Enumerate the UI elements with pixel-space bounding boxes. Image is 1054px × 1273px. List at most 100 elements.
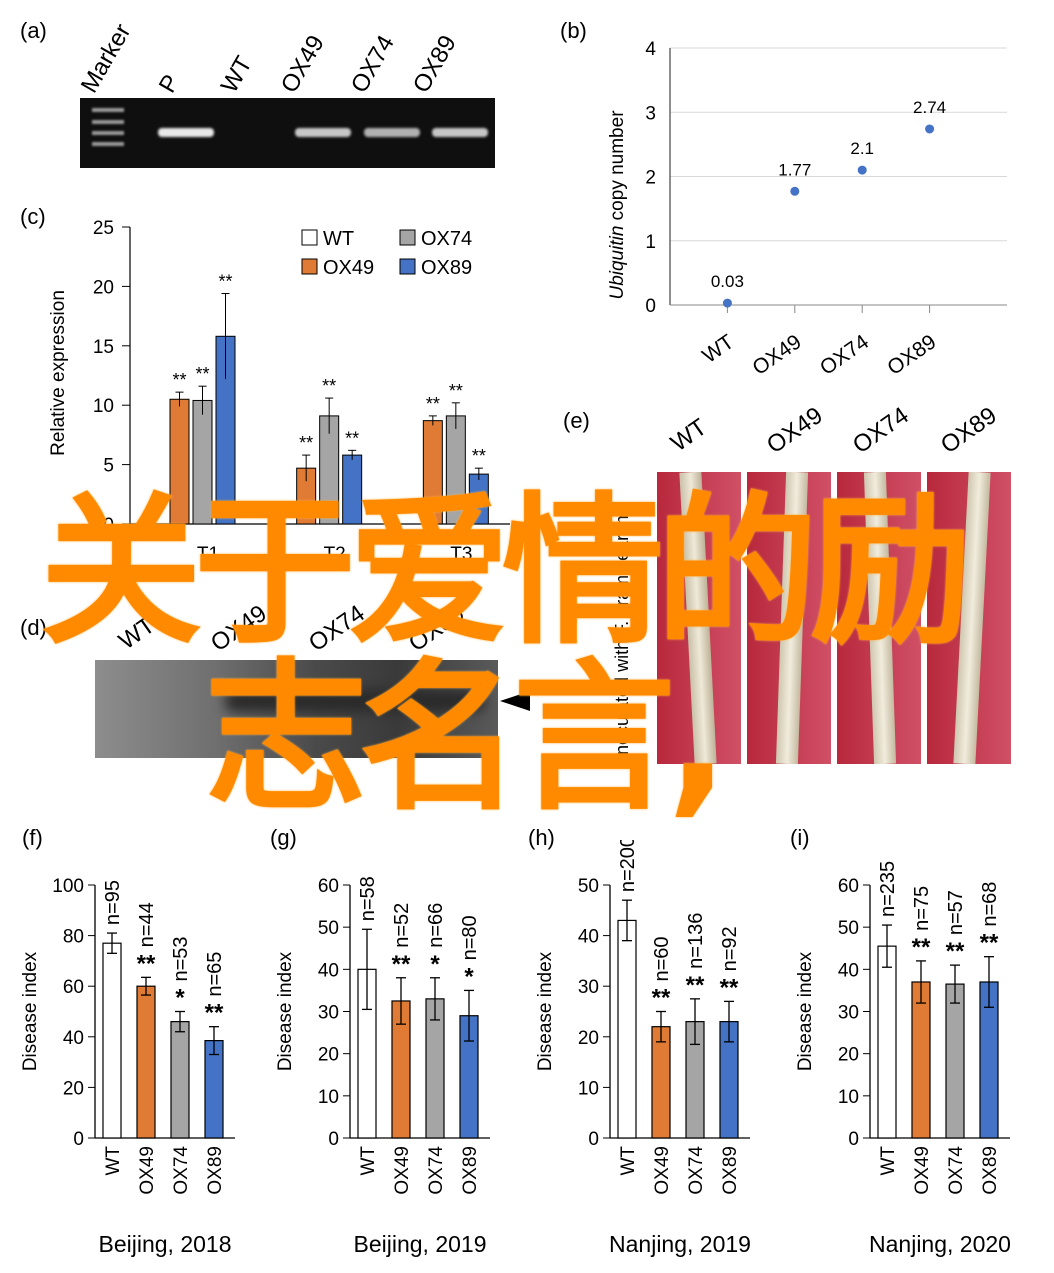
- gel-a-lane-marker: Marker: [75, 19, 137, 98]
- gel-a-lane-ox49: OX49: [275, 30, 330, 98]
- significance-label: *: [430, 951, 440, 978]
- y-tick-label: 15: [93, 337, 114, 358]
- n-label: n=65: [204, 952, 226, 997]
- panel-i-label: (i): [790, 825, 810, 850]
- significance-label: *: [464, 963, 474, 990]
- blot-band: [225, 690, 485, 712]
- group-label: T1: [197, 544, 219, 565]
- panel-e-label: (e): [563, 408, 590, 433]
- y-tick-label: 1: [645, 232, 656, 253]
- y-tick-label: 50: [578, 876, 599, 897]
- y-tick-label: 30: [838, 1003, 859, 1024]
- overlay-line-2: 志名言,: [205, 645, 729, 833]
- y-tick-label: 10: [93, 396, 114, 417]
- significance-label: **: [912, 934, 931, 961]
- y-tick-label: 0: [328, 1129, 339, 1150]
- ladder-band: [92, 108, 124, 112]
- legend-swatch-ox49: [301, 258, 318, 275]
- stem-photo-wt: [657, 472, 741, 764]
- x-tick-label: WT: [358, 1146, 379, 1176]
- gel-band-ox89: [432, 128, 488, 137]
- legend-label: OX74: [421, 228, 472, 250]
- n-label: n=235: [877, 861, 899, 917]
- bar-ox49: [136, 985, 156, 1139]
- significance-label: *: [175, 985, 185, 1012]
- chart-b-ylabel: Ubiquitin copy number: [607, 110, 628, 300]
- gel-a-lane-wt: WT: [215, 51, 258, 98]
- gel-image-a: [80, 98, 495, 168]
- gel-a-lane-ox89: OX89: [407, 30, 462, 98]
- y-tick-label: 10: [578, 1078, 599, 1099]
- stem-photo-ox49: [747, 472, 831, 764]
- photo-e-lane-wt: WT: [665, 413, 712, 458]
- group-label: T2: [324, 544, 346, 565]
- x-tick-label: OX49: [748, 330, 805, 380]
- overlay-line-1: 关于爱情的励: [40, 479, 972, 667]
- significance-label: **: [686, 972, 705, 999]
- y-tick-label: 3: [645, 103, 656, 124]
- n-label: n=66: [425, 903, 447, 948]
- significance-label: **: [472, 446, 486, 466]
- data-label: 2.1: [850, 139, 874, 158]
- photo-e-lane-ox89: OX89: [935, 401, 1002, 460]
- y-tick-label: 20: [578, 1028, 599, 1049]
- gel-band-ox74: [364, 128, 420, 137]
- photo-e-lane-ox74: OX74: [847, 401, 914, 460]
- gel-a-lane-p: P: [153, 70, 186, 98]
- n-label: n=58: [357, 876, 379, 921]
- data-point: [857, 165, 867, 175]
- photo-e-lane-ox49: OX49: [761, 401, 828, 460]
- band-arrow-icon: [500, 691, 530, 711]
- n-label: n=75: [911, 886, 933, 931]
- significance-label: **: [946, 938, 965, 965]
- data-point: [790, 186, 800, 196]
- y-tick-label: 40: [838, 960, 859, 981]
- panel-d-label: (d): [20, 615, 47, 640]
- significance-label: **: [218, 272, 232, 292]
- y-tick-label: 2: [645, 168, 656, 189]
- significance-label: **: [172, 370, 186, 390]
- significance-label: **: [345, 428, 359, 448]
- y-tick-label: 0: [848, 1129, 859, 1150]
- data-point: [925, 124, 935, 134]
- chart-h: Disease index 0 10 20 30 40 50 n=200 WT ** n=60 OX4…: [535, 840, 751, 1257]
- bar-wt: [102, 942, 122, 1139]
- chart-c-ylabel: Relative expression: [48, 290, 69, 456]
- n-label: n=57: [945, 890, 967, 935]
- chart-c: Relative expression 0 5 10 15 20 25 T1 T2 T3 ** *…: [48, 218, 510, 565]
- x-tick-label: OX89: [883, 330, 940, 380]
- y-tick-label: 0: [645, 296, 656, 317]
- y-tick-label: 60: [318, 876, 339, 897]
- group-label: T3: [450, 544, 472, 565]
- y-tick-label: 20: [318, 1045, 339, 1066]
- y-tick-label: 20: [93, 277, 114, 298]
- panel-a-label: (a): [20, 18, 47, 43]
- x-tick-label: OX89: [720, 1146, 741, 1195]
- x-tick-label: OX74: [686, 1146, 707, 1195]
- chart-f: Disease index 0 20 40 60 80 100 n=95 WT ** n=44 OX4…: [20, 876, 235, 1257]
- bar-wt: [617, 919, 637, 1139]
- n-label: n=92: [719, 926, 741, 971]
- legend-swatch-ox74: [399, 229, 416, 246]
- data-label: 2.74: [913, 98, 946, 117]
- n-label: n=53: [170, 936, 192, 981]
- x-tick-label: WT: [103, 1146, 124, 1176]
- y-tick-label: 4: [645, 39, 656, 60]
- bar-ox74: [170, 1021, 190, 1139]
- legend-label: OX49: [323, 257, 374, 279]
- chart-caption: Beijing, 2019: [354, 1231, 487, 1257]
- significance-label: **: [426, 394, 440, 414]
- y-tick-label: 50: [318, 918, 339, 939]
- chart-i: Disease index 0 10 20 30 40 50 60 n=235 WT ** n=75 O…: [795, 861, 1011, 1257]
- y-tick-label: 10: [838, 1087, 859, 1108]
- panel-g-label: (g): [270, 825, 297, 850]
- y-tick-label: 40: [63, 1028, 84, 1049]
- panel-b-label: (b): [560, 18, 587, 43]
- x-tick-label: OX89: [980, 1146, 1001, 1195]
- n-label: n=68: [979, 882, 1001, 927]
- n-label: n=52: [391, 903, 413, 948]
- bar-ox89: [204, 1039, 224, 1139]
- x-tick-label: WT: [698, 330, 738, 368]
- y-tick-label: 30: [578, 977, 599, 998]
